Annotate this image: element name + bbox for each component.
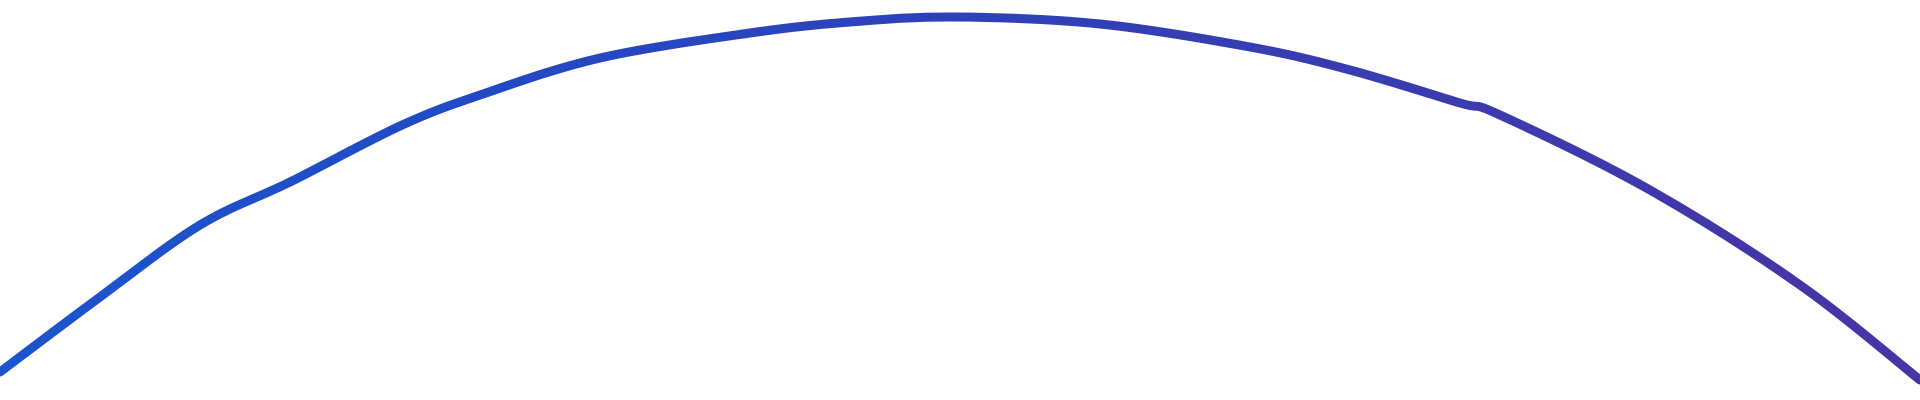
arc-curve-path [0, 12, 1920, 385]
